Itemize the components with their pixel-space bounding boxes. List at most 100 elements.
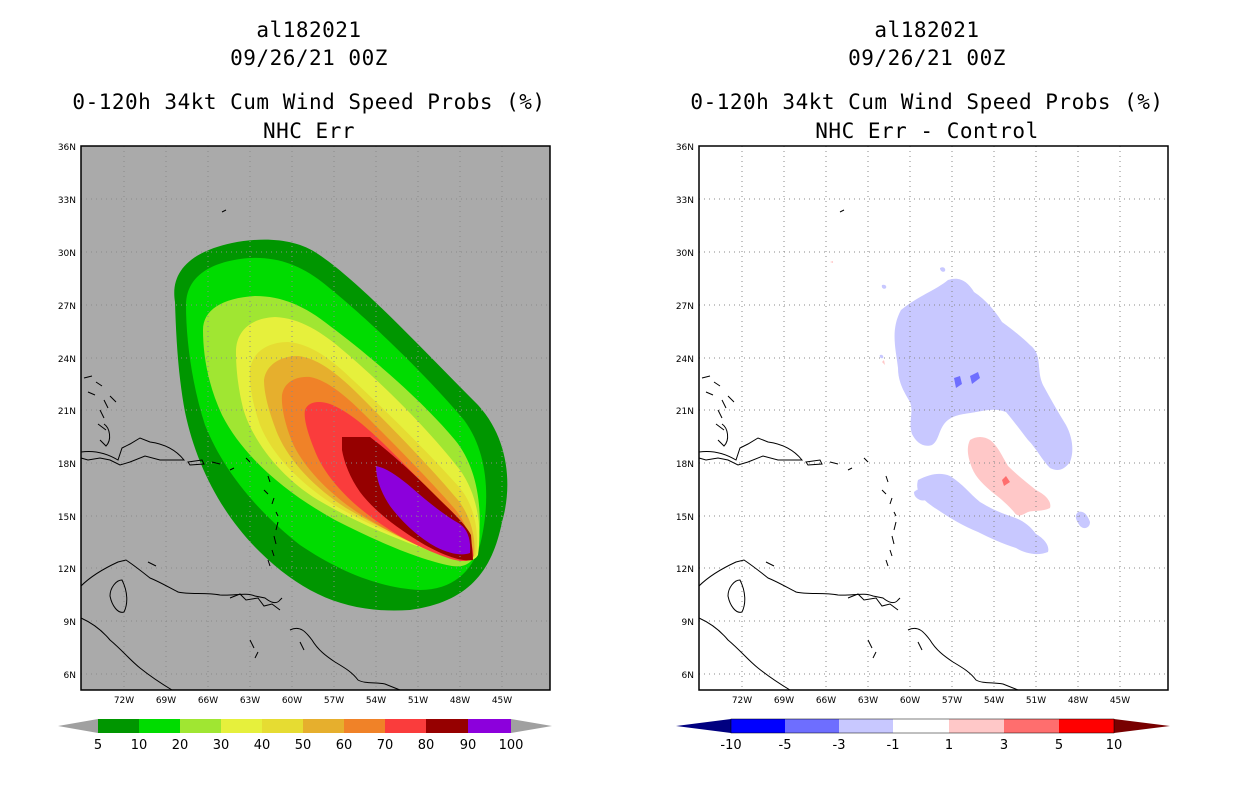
lon-tick-label: 48W	[450, 696, 470, 706]
colorbar-label: 5	[94, 738, 102, 753]
left-map-svg: 72W 69W 66W 63W 60W 57W 54W 51W 48W 45W …	[58, 143, 552, 753]
lon-tick-label: 60W	[900, 696, 920, 706]
lon-tick-label: 66W	[816, 696, 836, 706]
lon-tick-label: 60W	[282, 696, 302, 706]
difference-contours	[830, 261, 1090, 555]
colorbar-swatch	[303, 719, 344, 733]
lat-tick-label: 27N	[58, 302, 76, 312]
lat-tick-label: 6N	[682, 671, 694, 681]
right-map-svg: 72W 69W 66W 63W 60W 57W 54W 51W 48W 45W …	[676, 143, 1170, 753]
lat-tick-label: 30N	[676, 249, 694, 259]
lon-tick-label: 51W	[408, 696, 428, 706]
lat-tick-label: 24N	[676, 355, 694, 365]
colorbar-swatch	[221, 719, 262, 733]
lon-axis-labels: 72W 69W 66W 63W 60W 57W 54W 51W 48W 45W	[732, 696, 1130, 706]
product-title: 0-120h 34kt Cum Wind Speed Probs (%)	[690, 90, 1164, 114]
colorbar-extend-high	[1114, 719, 1170, 733]
colorbar-swatch	[949, 719, 1004, 733]
colorbar-extend-high	[511, 719, 552, 733]
lat-tick-label: 33N	[58, 196, 76, 206]
colorbar-swatch	[839, 719, 893, 733]
lon-axis-labels: 72W 69W 66W 63W 60W 57W 54W 51W 48W 45W	[114, 696, 512, 706]
colorbar-swatch	[426, 719, 468, 733]
colorbar: 5 10 20 30 40 50 60 70 80 90 100	[58, 719, 552, 753]
left-panel: al182021 09/26/21 00Z 0-120h 34kt Cum Wi…	[58, 18, 552, 753]
colorbar-swatch	[98, 719, 139, 733]
contour-90	[376, 466, 471, 555]
lat-tick-label: 18N	[676, 460, 694, 470]
lon-tick-label: 57W	[324, 696, 344, 706]
lat-tick-label: 27N	[676, 302, 694, 312]
lat-tick-label: 12N	[58, 565, 76, 575]
diff-negative-region	[881, 284, 887, 289]
colorbar-outline	[730, 718, 1115, 734]
colorbar-swatch	[139, 719, 180, 733]
colorbar-swatch	[180, 719, 221, 733]
lon-tick-label: 69W	[156, 696, 176, 706]
lat-tick-label: 18N	[58, 460, 76, 470]
colorbar-label: 3	[1000, 738, 1008, 753]
colorbar-label: -5	[779, 738, 792, 753]
colorbar-label: 10	[131, 738, 148, 753]
diff-negative-region	[917, 473, 1049, 555]
colorbar-extend-low	[676, 719, 731, 733]
lon-tick-label: 69W	[774, 696, 794, 706]
colorbar-swatch	[893, 719, 949, 733]
map-frame	[698, 145, 1169, 691]
probability-contours	[174, 239, 508, 611]
diff-negative-region	[940, 267, 946, 272]
lon-tick-label: 57W	[942, 696, 962, 706]
lat-tick-label: 30N	[58, 249, 76, 259]
colorbar-label: 100	[499, 738, 524, 753]
storm-id-title: al182021	[874, 18, 980, 42]
diff-positive-center	[1002, 476, 1010, 486]
datetime-title: 09/26/21 00Z	[848, 46, 1006, 70]
colorbar-label: 70	[377, 738, 394, 753]
colorbar-swatch	[344, 719, 385, 733]
colorbar-label: 10	[1106, 738, 1123, 753]
diff-negative-region	[914, 489, 929, 501]
lat-tick-label: 24N	[58, 355, 76, 365]
colorbar-label: 5	[1055, 738, 1063, 753]
colorbar-label: 60	[336, 738, 353, 753]
colorbar-swatch	[385, 719, 426, 733]
colorbar-label: 50	[295, 738, 312, 753]
lon-tick-label: 54W	[366, 696, 386, 706]
lat-tick-label: 36N	[676, 143, 694, 153]
lat-axis-labels: 36N 33N 30N 27N 24N 21N 18N 15N 12N 9N 6…	[676, 143, 694, 681]
lon-tick-label: 63W	[240, 696, 260, 706]
colorbar-label: 40	[254, 738, 271, 753]
colorbar-label: 20	[172, 738, 189, 753]
lon-tick-label: 63W	[858, 696, 878, 706]
colorbar-extend-low	[58, 719, 98, 733]
lat-tick-label: 21N	[676, 407, 694, 417]
diff-negative-region-dark	[954, 376, 962, 388]
subtitle: NHC Err	[262, 119, 355, 143]
lat-tick-label: 33N	[676, 196, 694, 206]
colorbar-swatch	[731, 719, 785, 733]
diff-negative-region	[879, 354, 884, 359]
datetime-title: 09/26/21 00Z	[230, 46, 388, 70]
colorbar-label: -10	[720, 738, 741, 753]
colorbar-label: 80	[418, 738, 435, 753]
lat-tick-label: 9N	[64, 618, 76, 628]
lon-tick-label: 72W	[732, 696, 752, 706]
lat-tick-label: 21N	[58, 407, 76, 417]
coastlines	[698, 209, 1019, 691]
lat-tick-label: 15N	[58, 513, 76, 523]
lat-tick-label: 12N	[676, 565, 694, 575]
lon-tick-label: 45W	[1110, 696, 1130, 706]
colorbar-swatch	[468, 719, 511, 733]
lon-tick-label: 54W	[984, 696, 1004, 706]
colorbar-label: 90	[460, 738, 477, 753]
colorbar-label: 30	[213, 738, 230, 753]
colorbar-label: -1	[887, 738, 900, 753]
lat-tick-label: 36N	[58, 143, 76, 153]
lon-tick-label: 45W	[492, 696, 512, 706]
colorbar-label: 1	[945, 738, 953, 753]
lon-tick-label: 66W	[198, 696, 218, 706]
lon-tick-label: 48W	[1068, 696, 1088, 706]
lon-tick-label: 72W	[114, 696, 134, 706]
diff-negative-region	[894, 278, 1073, 470]
lat-tick-label: 6N	[64, 671, 76, 681]
